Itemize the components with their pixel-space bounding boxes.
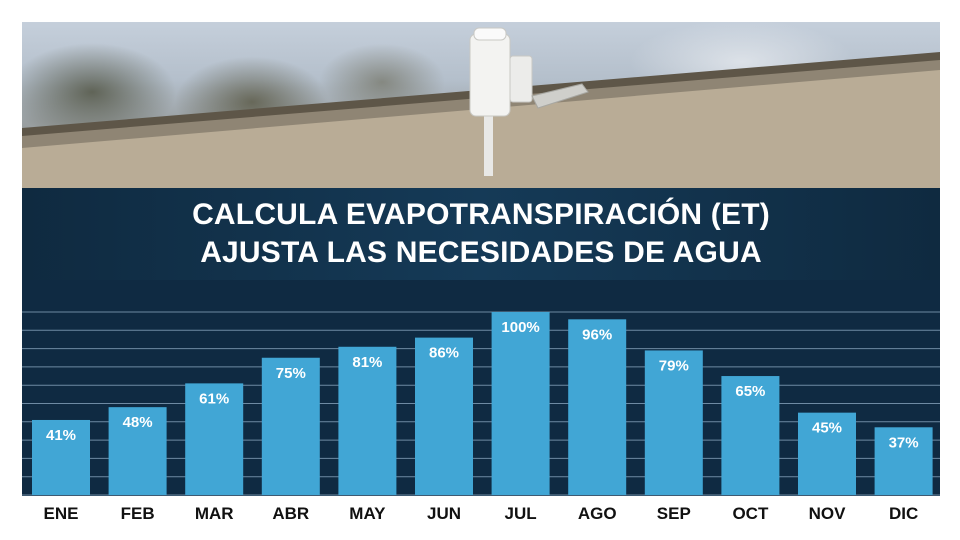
sensor-bracket <box>531 83 589 109</box>
bar-jul <box>491 312 550 495</box>
sensor-side-unit <box>509 55 533 103</box>
value-label-dic: 37% <box>889 434 919 451</box>
x-tick-label-feb: FEB <box>120 504 155 523</box>
bar-may <box>338 346 397 495</box>
value-label-jun: 86% <box>429 345 459 362</box>
x-axis-labels: ENE FEB MAR ABR MAY JUN JUL AGO SEP OCT NOV DIC <box>22 500 940 530</box>
value-label-sep: 79% <box>659 357 689 374</box>
bar-mar <box>185 383 244 495</box>
value-label-ene: 41% <box>46 427 76 444</box>
value-label-mar: 61% <box>199 390 229 407</box>
value-label-oct: 65% <box>735 383 765 400</box>
x-tick-label-dic: DIC <box>888 504 919 523</box>
sensor-body <box>469 33 511 117</box>
roof-sensor-illustration <box>22 27 940 188</box>
value-label-jul: 100% <box>501 319 539 336</box>
value-label-feb: 48% <box>123 414 153 431</box>
bar-oct <box>721 376 780 495</box>
bar-feb <box>108 407 167 495</box>
x-tick-label-jun: JUN <box>426 504 461 523</box>
x-tick-label-ene: ENE <box>43 504 79 523</box>
x-tick-label-oct: OCT <box>732 504 769 523</box>
x-tick-label-abr: ABR <box>272 504 310 523</box>
bar-sep <box>644 350 703 495</box>
roof-wall <box>22 62 940 188</box>
x-tick-label-jul: JUL <box>504 504 537 523</box>
title-line-2: AJUSTA LAS NECESIDADES DE AGUA <box>200 236 762 269</box>
header-photo <box>22 22 940 188</box>
bar-dic <box>874 427 933 495</box>
x-tick-label-nov: NOV <box>808 504 846 523</box>
sensor-spike <box>484 112 493 176</box>
value-label-ago: 96% <box>582 326 612 343</box>
value-label-may: 81% <box>352 354 382 371</box>
bar-nov <box>798 412 856 495</box>
x-tick-label-ago: AGO <box>577 504 617 523</box>
x-tick-label-mar: MAR <box>194 504 234 523</box>
x-tick-label-sep: SEP <box>656 504 691 523</box>
bar-abr <box>261 357 320 495</box>
chart-canvas: 41% 48% 61% 75% 81% 86% 100% 96% 79% 65% 45% 37% <box>22 311 940 496</box>
bar-ene <box>32 419 90 495</box>
title-line-1: CALCULA EVAPOTRANSPIRACIÓN (ET) <box>192 198 770 231</box>
x-tick-label-may: MAY <box>349 504 386 523</box>
title-banner: CALCULA EVAPOTRANSPIRACIÓN (ET) AJUSTA L… <box>22 188 940 280</box>
sensor-cap <box>473 27 507 41</box>
value-label-abr: 75% <box>276 365 306 382</box>
value-label-nov: 45% <box>812 420 842 437</box>
bar-jun <box>415 337 473 495</box>
bar-ago <box>568 319 627 495</box>
et-bar-chart: 41% 48% 61% 75% 81% 86% 100% 96% 79% 65% 45% 37% <box>22 280 940 496</box>
